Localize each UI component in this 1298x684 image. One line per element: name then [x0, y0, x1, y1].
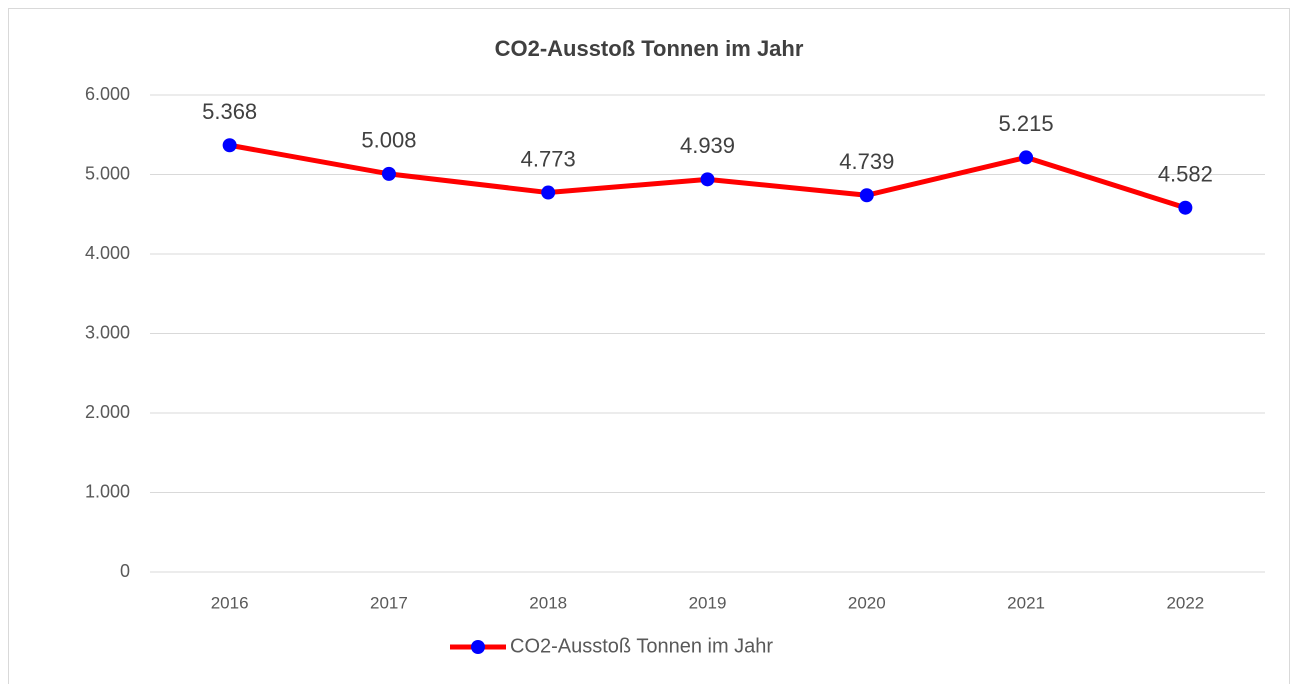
y-tick-label: 1.000 [85, 481, 130, 501]
data-label: 4.773 [521, 146, 576, 171]
x-tick-label: 2022 [1166, 593, 1204, 612]
data-label: 4.739 [839, 149, 894, 174]
x-tick-label: 2019 [689, 593, 727, 612]
data-label: 4.939 [680, 133, 735, 158]
data-label: 5.008 [361, 128, 416, 153]
y-tick-label: 2.000 [85, 402, 130, 422]
legend-label: CO2-Ausstoß Tonnen im Jahr [510, 635, 773, 657]
x-tick-label: 2018 [529, 593, 567, 612]
y-tick-label: 4.000 [85, 243, 130, 263]
legend-marker [471, 640, 485, 654]
x-tick-label: 2020 [848, 593, 886, 612]
x-tick-label: 2021 [1007, 593, 1045, 612]
data-label: 5.368 [202, 99, 257, 124]
data-point [1178, 200, 1193, 215]
data-point [541, 185, 556, 200]
x-tick-label: 2016 [211, 593, 249, 612]
chart-border [8, 8, 1290, 684]
x-tick-label: 2017 [370, 593, 408, 612]
data-point [381, 166, 396, 181]
data-point [859, 188, 874, 203]
y-tick-label: 6.000 [85, 84, 130, 104]
data-label: 5.215 [999, 111, 1054, 136]
data-point [222, 138, 237, 153]
data-point [700, 172, 715, 187]
y-tick-label: 5.000 [85, 163, 130, 183]
y-tick-label: 3.000 [85, 322, 130, 342]
data-point [1019, 150, 1034, 165]
chart-title: CO2-Ausstoß Tonnen im Jahr [495, 36, 804, 61]
y-tick-label: 0 [120, 561, 130, 581]
data-label: 4.582 [1158, 162, 1213, 187]
